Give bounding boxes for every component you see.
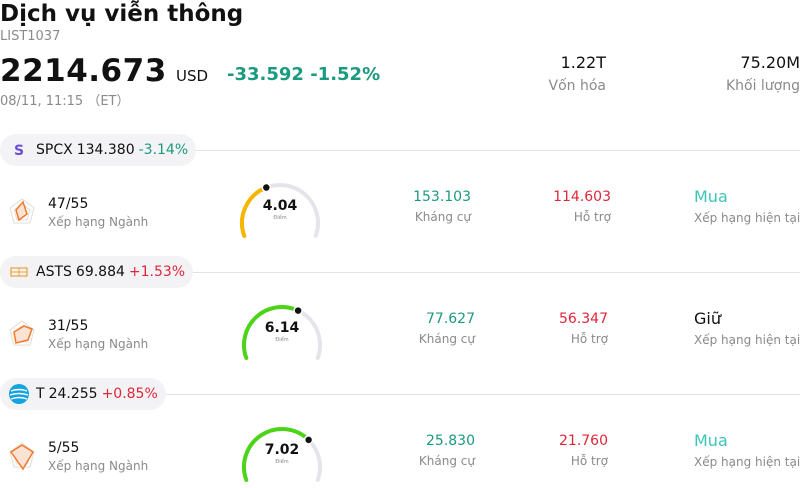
stock-header-spcx: S SPCX 134.380 -3.14%: [0, 134, 800, 168]
stock-pill-t[interactable]: T 24.255 +0.85%: [0, 378, 166, 410]
stock-row-t[interactable]: 5/55 Xếp hạng Ngành 7.02 Điểm 25.830 Khá…: [0, 422, 800, 488]
stock-price: 134.380: [76, 142, 135, 158]
score-value: 4.04: [262, 198, 298, 214]
score-value: 6.14: [264, 320, 300, 336]
score-gauge: 4.04 Điểm: [238, 178, 328, 242]
score-gauge-marker: [303, 435, 314, 445]
current-rating-label: Xếp hạng hiện tại: [694, 333, 800, 347]
industry-rank: 47/55: [48, 196, 89, 212]
divider: [0, 394, 800, 395]
support-value: 21.760: [559, 433, 608, 449]
support-label: Hỗ trợ: [573, 210, 611, 224]
resistance-label: Kháng cự: [414, 210, 471, 224]
score-value: 7.02: [264, 442, 300, 458]
svg-text:S: S: [14, 143, 24, 158]
industry-rank-radar-icon: [9, 442, 35, 471]
industry-rank-label: Xếp hạng Ngành: [48, 459, 149, 473]
score-gauge-arc: [242, 427, 322, 482]
support-label: Hỗ trợ: [570, 332, 608, 346]
score-gauge-marker: [261, 182, 272, 193]
price-change: -33.592 -1.52%: [227, 64, 381, 85]
page-title: Dịch vụ viễn thông: [0, 1, 244, 27]
resistance-value: 77.627: [426, 311, 475, 327]
score-gauge: 6.14 Điểm: [240, 300, 330, 364]
resistance-label: Kháng cự: [418, 454, 475, 468]
industry-rank-label: Xếp hạng Ngành: [48, 215, 149, 229]
volume-label: Khối lượng: [725, 78, 800, 94]
price-currency: USD: [176, 67, 209, 85]
score-unit: Điểm: [273, 215, 287, 221]
stock-change: +1.53%: [128, 264, 186, 280]
asts-logo-icon: [8, 261, 30, 283]
industry-rank-radar-icon: [9, 198, 35, 224]
stock-change: +0.85%: [101, 386, 158, 402]
resistance-value: 25.830: [426, 433, 475, 449]
stock-symbol: SPCX: [36, 142, 73, 158]
current-rating-label: Xếp hạng hiện tại: [694, 211, 800, 225]
score-unit: Điểm: [275, 337, 289, 343]
market-cap-label: Vốn hóa: [548, 78, 606, 94]
support-value: 114.603: [553, 189, 611, 205]
resistance-value: 153.103: [413, 189, 471, 205]
list-code: LIST1037: [0, 29, 61, 44]
score-gauge: 7.02 Điểm: [240, 422, 330, 486]
timestamp: 08/11, 11:15 （ET）: [0, 94, 130, 109]
stock-row-spcx[interactable]: 47/55 Xếp hạng Ngành 4.04 Điểm 153.103 K…: [0, 178, 800, 248]
volume-value: 75.20M: [740, 53, 800, 72]
score-gauge-arc: [240, 182, 320, 238]
industry-rank: 5/55: [48, 440, 80, 456]
support-value: 56.347: [559, 311, 608, 327]
industry-rank-radar-icon: [9, 320, 35, 346]
resistance-label: Kháng cự: [418, 332, 475, 346]
divider: [0, 150, 800, 151]
industry-rank: 31/55: [48, 318, 89, 334]
industry-rank-label: Xếp hạng Ngành: [48, 337, 149, 351]
index-price: 2214.673: [0, 53, 167, 89]
spcx-s-logo-icon: S: [8, 139, 30, 161]
market-cap-value: 1.22T: [560, 53, 606, 72]
stock-symbol: ASTS: [36, 264, 72, 280]
score-gauge-marker: [293, 305, 303, 316]
score-gauge-arc: [242, 305, 322, 360]
score-unit: Điểm: [275, 459, 289, 465]
current-rating: Mua: [694, 431, 728, 450]
stock-row-asts[interactable]: 31/55 Xếp hạng Ngành 6.14 Điểm 77.627 Kh…: [0, 300, 800, 370]
att-globe-logo-icon: [8, 383, 30, 405]
current-rating-label: Xếp hạng hiện tại: [694, 455, 800, 469]
current-rating: Mua: [694, 187, 728, 206]
support-label: Hỗ trợ: [570, 454, 608, 468]
stock-header-t: T 24.255 +0.85%: [0, 378, 800, 412]
stock-price: 24.255: [48, 386, 98, 402]
stock-pill-spcx[interactable]: S SPCX 134.380 -3.14%: [0, 134, 197, 166]
stock-symbol: T: [36, 386, 45, 402]
stock-change: -3.14%: [138, 142, 189, 158]
current-rating: Giữ: [694, 309, 721, 328]
stock-header-asts: ASTS 69.884 +1.53%: [0, 256, 800, 290]
stock-pill-asts[interactable]: ASTS 69.884 +1.53%: [0, 256, 194, 288]
divider: [0, 272, 800, 273]
stock-price: 69.884: [75, 264, 125, 280]
